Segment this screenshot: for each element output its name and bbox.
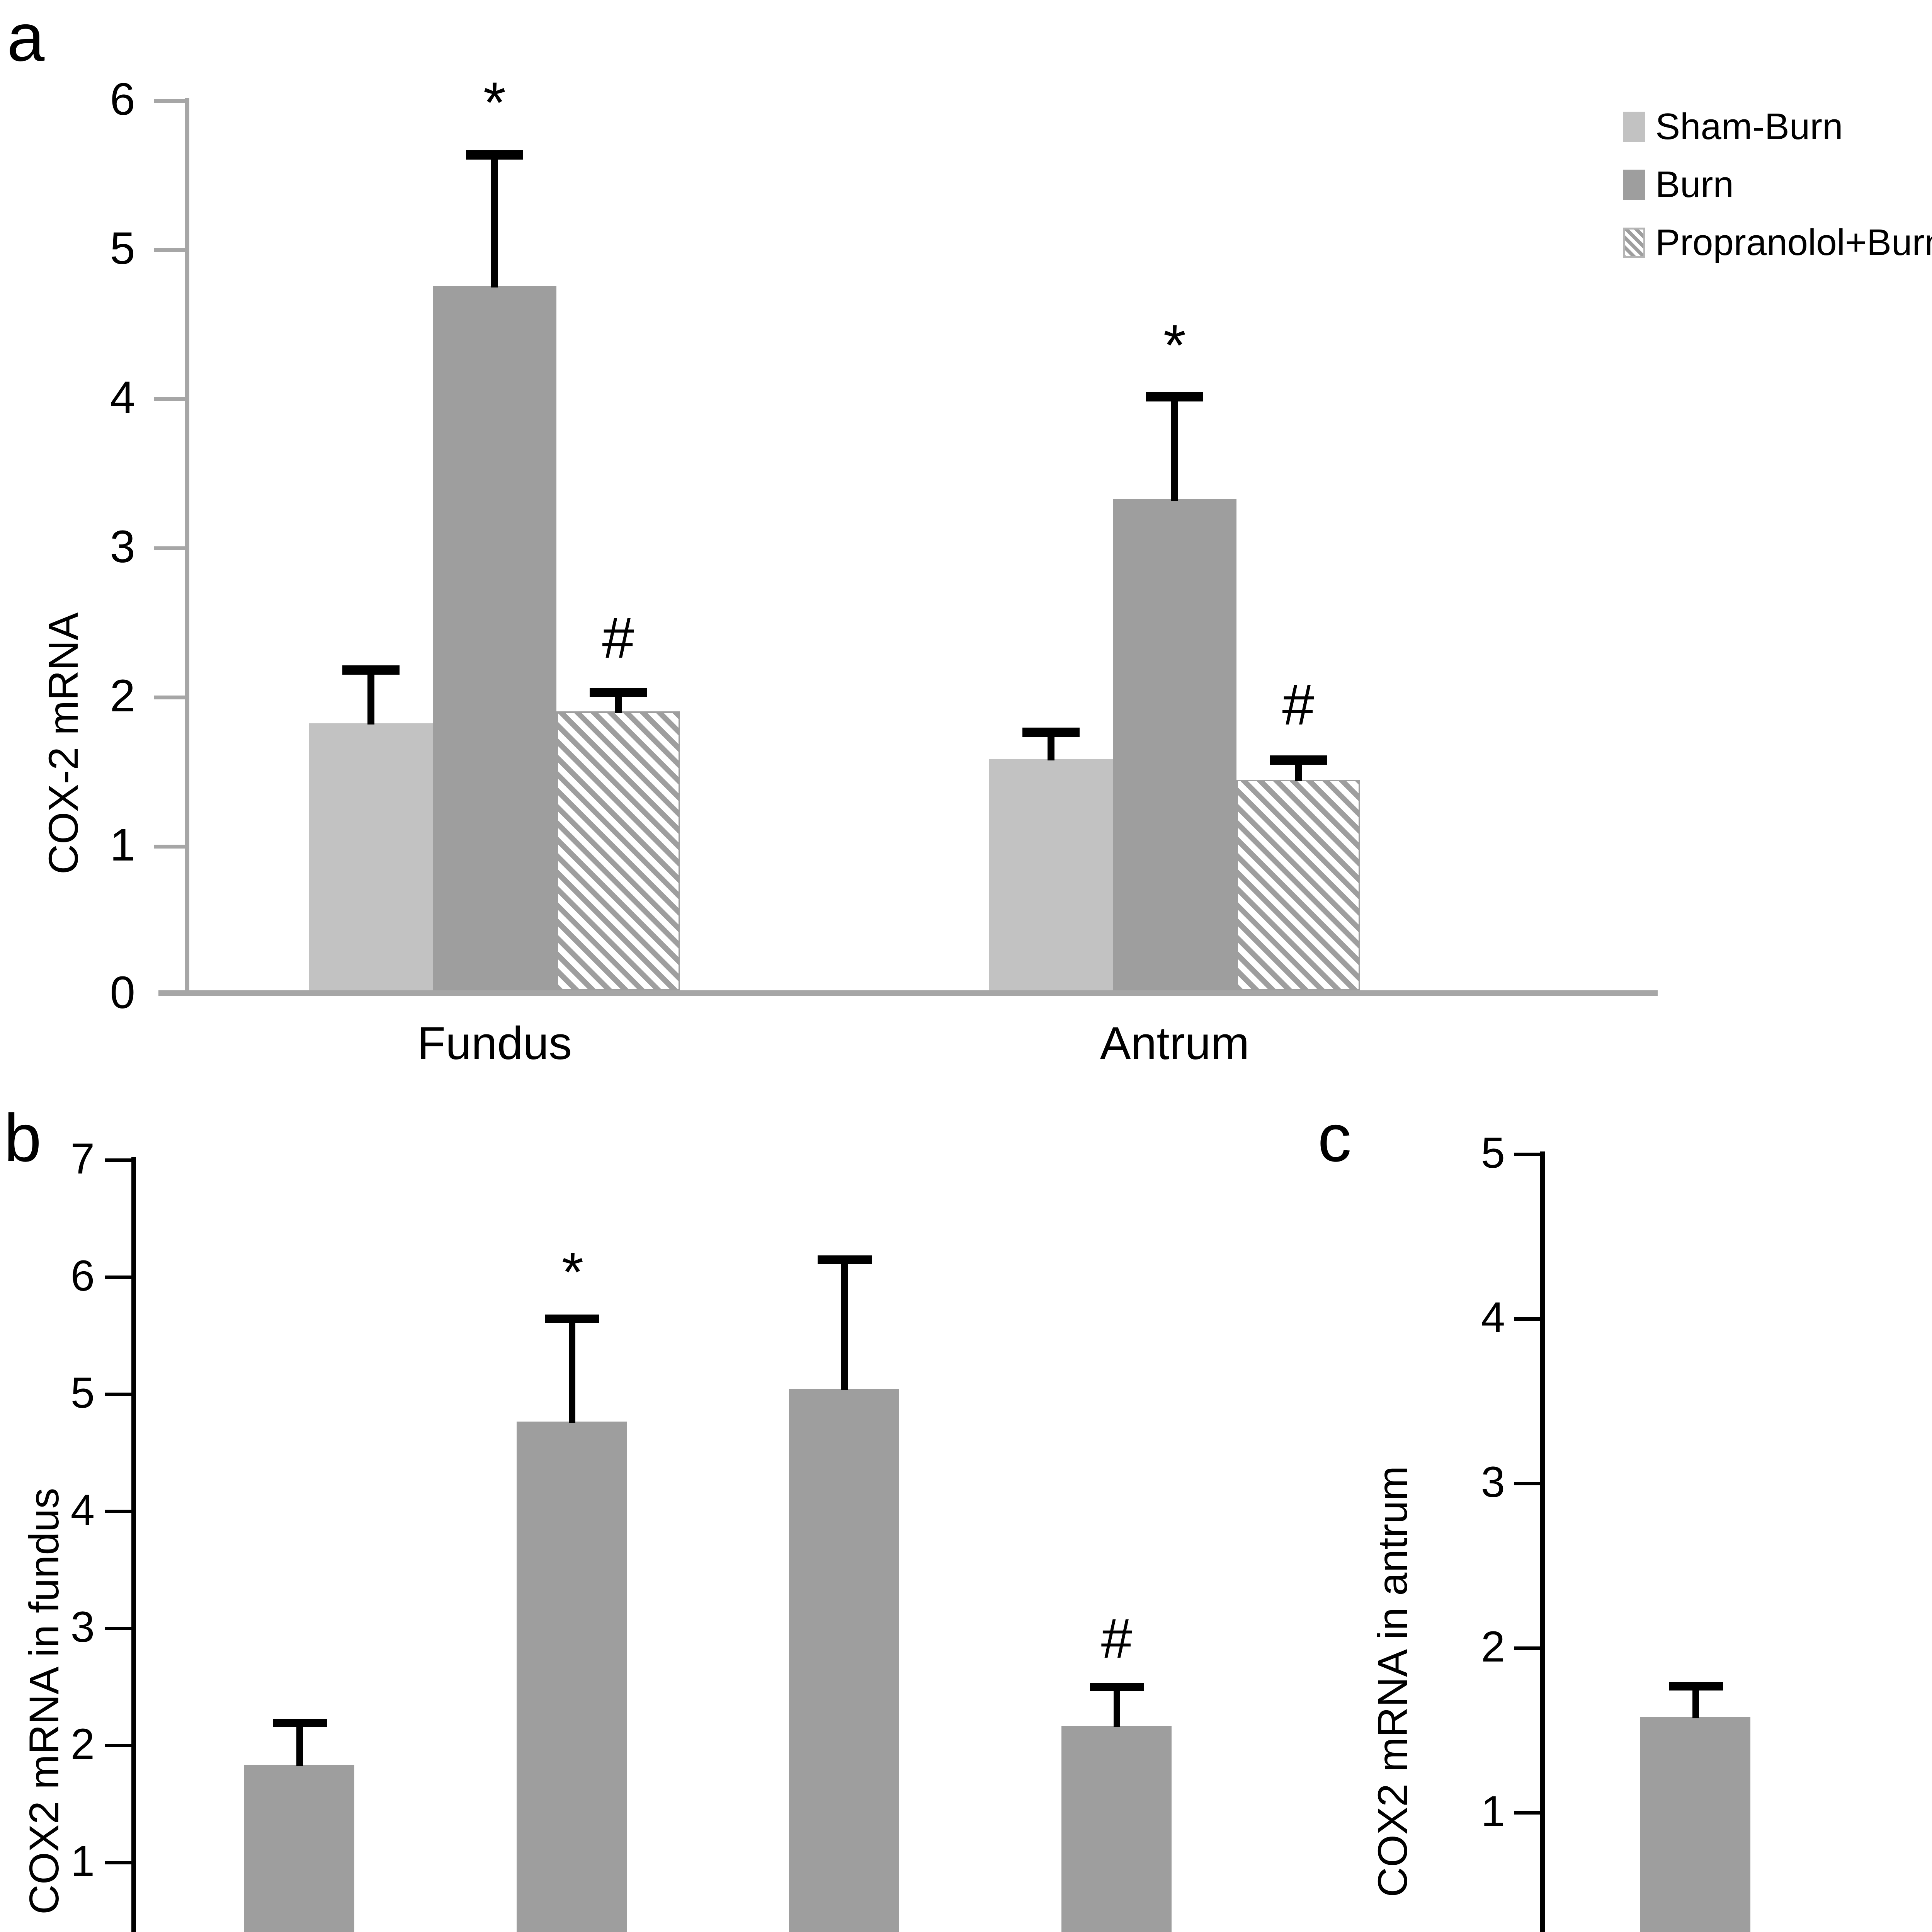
errorcap-b-ea	[1090, 1683, 1144, 1691]
legend-label-burn: Burn	[1655, 164, 1734, 205]
legend-swatch-sham-burn-icon	[1623, 112, 1645, 142]
panel-a-letter: a	[7, 0, 45, 75]
panel-b: b COX2 mRNA in fundus 7 6 5 4 3 2 1 0 * …	[0, 1101, 1333, 1932]
panel-a-ticklabel-3: 3	[110, 521, 135, 572]
bar-b-sham-burn	[244, 1765, 354, 1932]
panel-a-legend: Sham-Burn Burn Propranolol+Burn	[1623, 108, 1932, 270]
errorcap-fundus-sham-burn	[342, 665, 400, 675]
errorcap-fundus-propranolol-burn	[590, 688, 647, 697]
panel-a-category-fundus: Fundus	[417, 1017, 572, 1069]
panel-c-ticklabel-5: 5	[1481, 1129, 1505, 1177]
panel-b-ticklabel-1: 1	[70, 1837, 95, 1885]
errorbar-b-ea	[1114, 1685, 1120, 1727]
panel-c-y-axis	[1540, 1151, 1545, 1932]
panel-b-tick-5	[105, 1393, 132, 1396]
errorcap-fundus-burn	[466, 150, 523, 160]
bar-b-ea	[1061, 1726, 1172, 1932]
panel-c-ylabel: COX2 mRNA in antrum	[1369, 1466, 1416, 1897]
panel-c-tick-3	[1514, 1482, 1541, 1485]
bar-fundus-propranolol-burn	[556, 711, 680, 990]
errorcap-b-sham-burn	[273, 1719, 327, 1727]
errorbar-fundus-sham-burn	[367, 668, 374, 724]
panel-a-tick-4	[154, 397, 185, 401]
panel-b-tick-6	[105, 1276, 132, 1279]
errorbar-b-burn	[569, 1317, 575, 1423]
errorbar-antrum-burn	[1171, 395, 1178, 501]
panel-a-ticklabel-6: 6	[110, 74, 135, 125]
panel-a-x-axis	[158, 990, 1658, 996]
panel-c-ylabel-wrap: COX2 mRNA in antrum	[1369, 1151, 1418, 1932]
panel-c-tick-1	[1514, 1811, 1541, 1815]
panel-c-ticklabel-4: 4	[1481, 1293, 1505, 1342]
bar-antrum-sham-burn	[989, 759, 1113, 990]
panel-c-ticklabel-1: 1	[1481, 1787, 1505, 1835]
panel-a-tick-2	[154, 696, 185, 699]
legend-label-sham-burn: Sham-Burn	[1655, 106, 1843, 147]
bar-b-burn	[517, 1422, 627, 1932]
errorbar-b-sham-burn	[296, 1721, 303, 1766]
significance-marker-fundus-burn: *	[483, 70, 506, 135]
significance-marker-fundus-propranolol-burn: #	[602, 605, 634, 670]
significance-marker-b-burn: *	[561, 1241, 584, 1303]
panel-b-tick-4	[105, 1510, 132, 1513]
panel-a-tick-3	[154, 546, 185, 550]
errorcap-b-sham-ea1	[818, 1255, 872, 1264]
errorcap-b-burn	[545, 1315, 599, 1323]
panel-b-ticklabel-5: 5	[70, 1369, 95, 1417]
panel-a-category-antrum: Antrum	[1100, 1017, 1250, 1069]
panel-a: a COX-2 mRNA 6 5 4 3 2 1 0 * # * #	[7, 0, 1932, 1069]
bar-b-sham-ea1	[789, 1389, 899, 1932]
panel-b-ticklabel-2: 2	[70, 1720, 95, 1768]
panel-a-tick-5	[154, 248, 185, 252]
panel-b-letter: b	[4, 1100, 42, 1176]
panel-c-tick-2	[1514, 1646, 1541, 1650]
legend-swatch-burn-icon	[1623, 170, 1645, 200]
bar-fundus-burn	[433, 286, 556, 990]
errorcap-antrum-propranolol-burn	[1270, 755, 1327, 765]
panel-a-ticklabel-5: 5	[110, 223, 135, 274]
panel-b-tick-3	[105, 1627, 132, 1630]
panel-c: c COX2 mRNA in antrum 5 4 3 2 1 0 * Sham…	[1314, 1101, 1932, 1932]
panel-a-tick-6	[154, 99, 185, 103]
errorbar-b-sham-ea1	[841, 1258, 848, 1390]
panel-c-ticklabel-3: 3	[1481, 1458, 1505, 1506]
errorcap-antrum-sham-burn	[1022, 728, 1080, 737]
legend-swatch-propranolol-burn-icon	[1623, 228, 1645, 258]
significance-marker-b-ea: #	[1101, 1607, 1133, 1670]
panel-b-tick-1	[105, 1861, 132, 1864]
panel-c-letter: c	[1318, 1100, 1352, 1176]
panel-a-ticklabel-2: 2	[110, 670, 135, 721]
bar-fundus-sham-burn	[309, 723, 433, 990]
panel-b-ticklabel-6: 6	[70, 1252, 95, 1300]
panel-b-ticklabel-3: 3	[70, 1603, 95, 1651]
bar-antrum-burn	[1113, 499, 1236, 990]
legend-label-propranolol-burn: Propranolol+Burn	[1655, 222, 1932, 263]
panel-b-tick-2	[105, 1744, 132, 1747]
legend-item-sham-burn: Sham-Burn	[1623, 108, 1843, 145]
panel-c-tick-5	[1514, 1153, 1541, 1156]
panel-b-y-axis	[131, 1157, 136, 1932]
panel-a-ticklabel-4: 4	[110, 372, 135, 423]
panel-c-tick-4	[1514, 1317, 1541, 1321]
panel-a-ticklabel-0: 0	[110, 967, 135, 1018]
panel-b-ticklabel-7: 7	[70, 1134, 95, 1183]
panel-a-y-axis	[185, 98, 189, 994]
errorbar-c-sham-burn	[1692, 1685, 1699, 1718]
bar-c-sham-burn	[1640, 1717, 1750, 1932]
significance-marker-antrum-burn: *	[1163, 313, 1186, 378]
legend-item-propranolol-burn: Propranolol+Burn	[1623, 224, 1932, 261]
significance-marker-antrum-propranolol-burn: #	[1282, 672, 1315, 737]
bar-antrum-propranolol-burn	[1236, 780, 1360, 990]
errorcap-c-sham-burn	[1669, 1682, 1723, 1690]
panel-b-tick-7	[105, 1158, 132, 1162]
panel-a-tick-1	[154, 845, 185, 849]
panel-a-ticklabel-1: 1	[110, 820, 135, 871]
panel-c-ticklabel-2: 2	[1481, 1622, 1505, 1671]
errorbar-fundus-burn	[491, 153, 498, 287]
errorbar-antrum-sham-burn	[1048, 730, 1054, 760]
panel-b-ticklabel-4: 4	[70, 1486, 95, 1534]
legend-item-burn: Burn	[1623, 166, 1734, 203]
errorcap-antrum-burn	[1146, 392, 1203, 401]
